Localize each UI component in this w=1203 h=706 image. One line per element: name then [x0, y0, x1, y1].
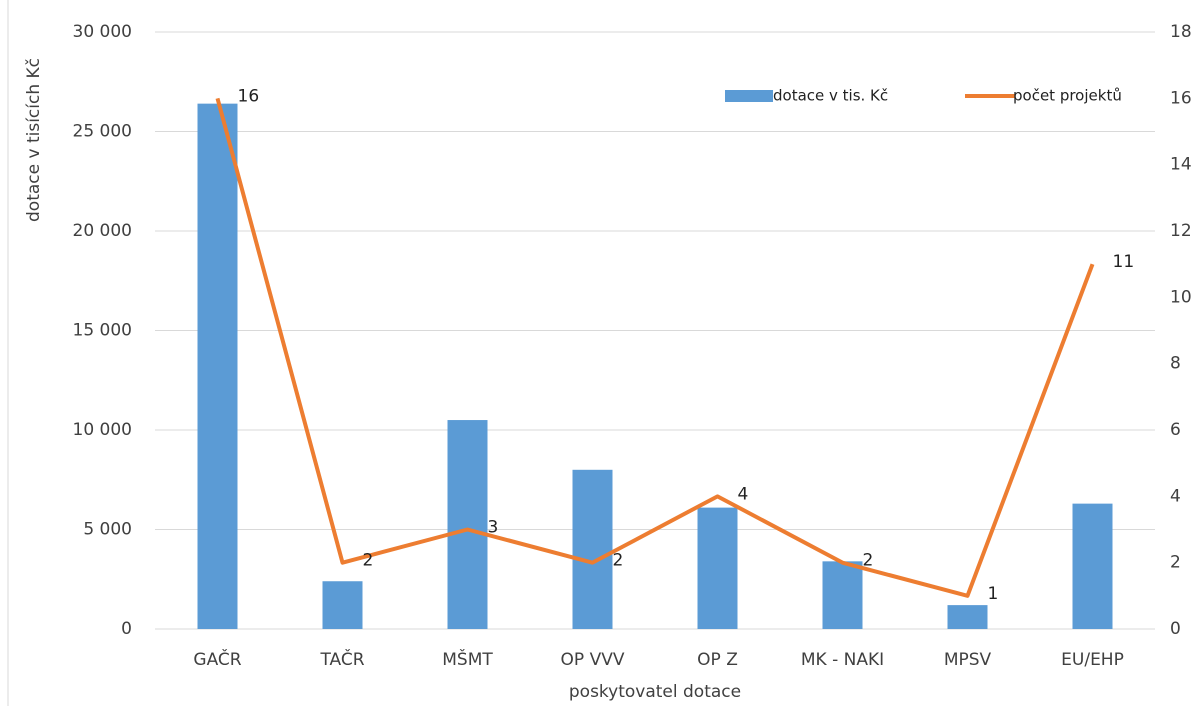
bar — [197, 103, 238, 629]
y-tick-label: 30 000 — [73, 22, 132, 42]
y-tick-label: 5 000 — [83, 520, 132, 540]
data-label: 1 — [988, 584, 999, 604]
data-label: 11 — [1113, 252, 1135, 272]
bar — [322, 581, 363, 629]
bar — [697, 507, 738, 629]
y2-tick-label: 14 — [1170, 155, 1192, 175]
y2-tick-label: 8 — [1170, 354, 1181, 374]
y-tick-label: 10 000 — [73, 420, 132, 440]
y2-tick-label: 4 — [1170, 486, 1181, 506]
x-tick-label: MPSV — [944, 650, 992, 670]
data-label: 2 — [863, 551, 874, 571]
data-label: 16 — [238, 86, 260, 106]
bar — [1072, 503, 1113, 629]
x-axis-title: poskytovatel dotace — [569, 682, 741, 702]
y2-tick-label: 10 — [1170, 287, 1192, 307]
bar — [822, 561, 863, 629]
x-tick-label: EU/EHP — [1061, 650, 1124, 670]
y2-tick-label: 6 — [1170, 420, 1181, 440]
data-label: 4 — [738, 484, 749, 504]
data-label: 2 — [613, 551, 624, 571]
data-label: 2 — [363, 551, 374, 571]
y-tick-label: 20 000 — [73, 221, 132, 241]
x-tick-label: MŠMT — [442, 648, 493, 670]
y2-tick-label: 2 — [1170, 553, 1181, 573]
y2-tick-label: 16 — [1170, 88, 1192, 108]
x-tick-label: GAČR — [193, 648, 241, 670]
bar — [947, 605, 988, 629]
legend-label: počet projektů — [1013, 87, 1122, 105]
x-tick-label: OP Z — [697, 650, 738, 670]
y2-tick-label: 18 — [1170, 22, 1192, 42]
x-tick-label: TAČR — [319, 648, 364, 670]
y-tick-label: 0 — [121, 619, 132, 639]
y-tick-label: 25 000 — [73, 122, 132, 142]
y2-tick-label: 0 — [1170, 619, 1181, 639]
x-tick-label: MK - NAKI — [801, 650, 884, 670]
y-tick-label: 15 000 — [73, 321, 132, 341]
line — [215, 97, 1095, 598]
legend-label: dotace v tis. Kč — [773, 87, 888, 105]
x-tick-label: OP VVV — [561, 650, 625, 670]
bar — [447, 420, 488, 629]
y2-tick-label: 12 — [1170, 221, 1192, 241]
bar — [572, 469, 613, 629]
legend-swatch — [725, 90, 773, 102]
y-axis-title: dotace v tisících Kč — [24, 58, 44, 222]
data-label: 3 — [488, 518, 499, 538]
